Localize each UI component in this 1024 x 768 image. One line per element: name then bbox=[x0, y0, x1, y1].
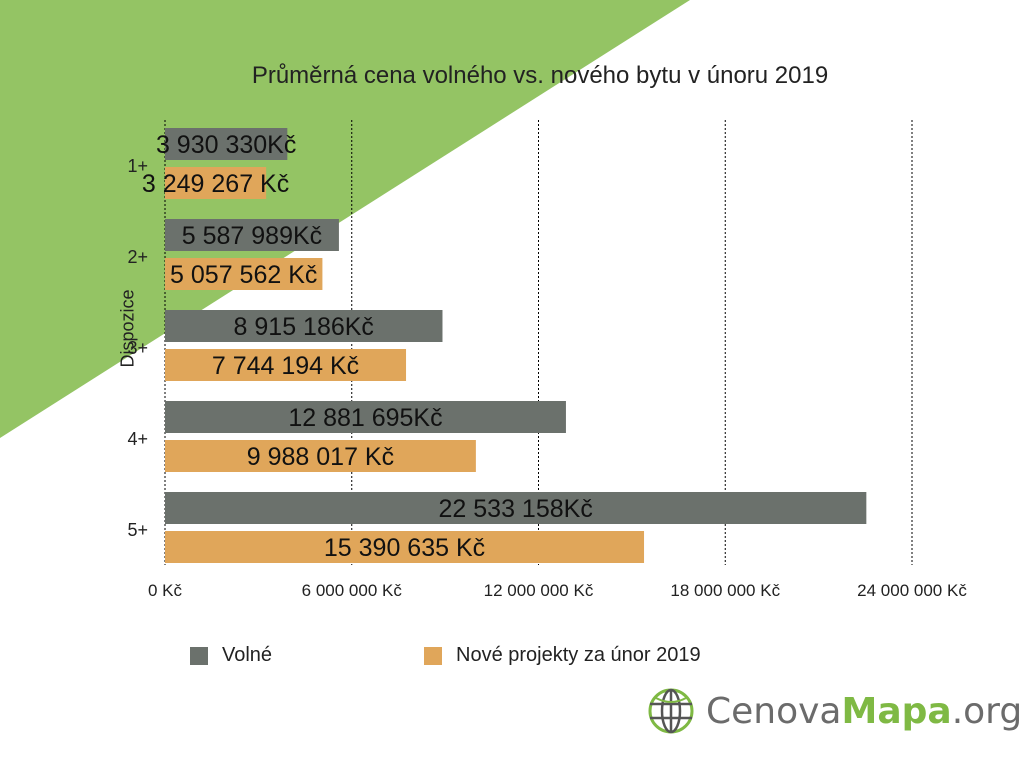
legend-swatch-nove bbox=[424, 646, 442, 665]
y-axis-label: Dispozice bbox=[117, 289, 138, 368]
data-label: 9 988 017 Kč bbox=[247, 443, 394, 471]
x-tick-label: 12 000 000 Kč bbox=[484, 581, 594, 600]
data-label: 8 915 186Kč bbox=[234, 313, 374, 341]
legend-item-nove: Nové projekty za únor 2019 bbox=[424, 644, 701, 667]
bar-volne bbox=[165, 128, 288, 160]
bar-volne bbox=[165, 401, 566, 433]
globe-icon bbox=[648, 688, 694, 734]
legend-label-nove: Nové projekty za únor 2019 bbox=[456, 644, 701, 666]
data-label: 12 881 695Kč bbox=[288, 404, 442, 432]
bar-volne bbox=[165, 219, 339, 251]
data-label: 5 587 989Kč bbox=[182, 222, 322, 250]
y-tick-label: 3+ bbox=[127, 338, 148, 358]
data-label: 5 057 562 Kč bbox=[170, 261, 317, 289]
data-label: 15 390 635 Kč bbox=[324, 534, 485, 562]
cenovamapa-logo: CenovaMapa.org bbox=[646, 686, 1022, 736]
legend-item-volne: Volné bbox=[190, 644, 272, 667]
bar-nove bbox=[165, 440, 476, 472]
y-tick-label: 4+ bbox=[127, 429, 148, 449]
logo-text-mapa: Mapa bbox=[841, 690, 952, 732]
bar-nove bbox=[165, 531, 645, 563]
y-tick-label: 1+ bbox=[127, 156, 148, 176]
y-tick-label: 2+ bbox=[127, 247, 148, 267]
chart-title: Průměrná cena volného vs. nového bytu v … bbox=[251, 62, 829, 89]
x-tick-label: 0 Kč bbox=[148, 581, 183, 600]
x-tick-label: 18 000 000 Kč bbox=[670, 581, 780, 600]
bar-nove bbox=[165, 258, 323, 290]
data-label: 3 249 267 Kč bbox=[142, 170, 289, 198]
logo-text-org: .org bbox=[951, 690, 1023, 732]
legend-label-volne: Volné bbox=[222, 644, 273, 666]
x-tick-label: 6 000 000 Kč bbox=[302, 581, 403, 600]
y-tick-label: 5+ bbox=[127, 520, 148, 540]
bar-nove bbox=[165, 349, 407, 381]
data-label: 22 533 158Kč bbox=[439, 495, 593, 523]
data-label: 7 744 194 Kč bbox=[212, 352, 359, 380]
legend-swatch-volne bbox=[190, 646, 208, 665]
bar-volne bbox=[165, 310, 443, 342]
bar-volne bbox=[165, 492, 867, 524]
bar-nove bbox=[165, 167, 267, 199]
logo-text-cenova: Cenova bbox=[706, 690, 842, 732]
x-tick-label: 24 000 000 Kč bbox=[857, 581, 967, 600]
data-label: 3 930 330Kč bbox=[156, 131, 296, 159]
bar-chart: 0 Kč 6 000 000 Kč 12 000 000 Kč 18 000 000 … bbox=[127, 120, 967, 600]
